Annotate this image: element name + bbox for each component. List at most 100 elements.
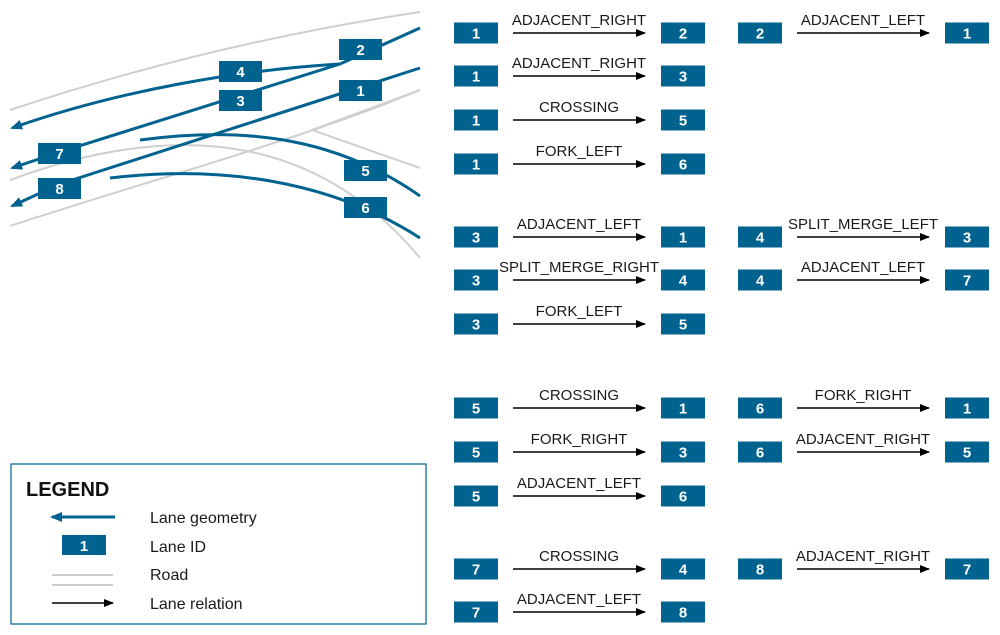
relation-type-label: CROSSING: [539, 99, 619, 116]
svg-text:4: 4: [236, 64, 245, 81]
svg-text:1: 1: [356, 83, 364, 100]
relation-type-label: CROSSING: [539, 548, 619, 565]
relation-type-label: FORK_RIGHT: [531, 431, 628, 448]
relation-from-lane-box: [454, 441, 498, 463]
relation-to-lane-id: 1: [963, 401, 971, 418]
relation-from-lane-box: [738, 558, 782, 580]
relation-row: 4 SPLIT_MERGE_LEFT 3: [738, 216, 989, 248]
relation-type-label: ADJACENT_LEFT: [801, 12, 925, 29]
relation-type-label: ADJACENT_RIGHT: [512, 55, 646, 72]
relation-row: 3 FORK_LEFT 5: [454, 303, 705, 335]
relation-from-lane-id: 7: [472, 605, 480, 622]
legend: LEGEND Lane geometry 1 Lane ID Road Lane…: [10, 463, 427, 625]
relation-from-lane-id: 5: [472, 445, 480, 462]
relation-to-lane-box: [661, 397, 705, 419]
relation-row: 3 ADJACENT_LEFT 1: [454, 216, 705, 248]
relation-to-lane-box: [661, 109, 705, 131]
relation-from-lane-box: [738, 226, 782, 248]
relation-to-lane-box: [661, 153, 705, 175]
relation-to-lane-id: 3: [679, 69, 687, 86]
map-lane-label-6: 6: [344, 197, 387, 218]
relation-type-label: ADJACENT_LEFT: [517, 591, 641, 608]
relation-to-lane-box: [661, 485, 705, 507]
relation-from-lane-box: [738, 22, 782, 44]
relation-to-lane-box: [945, 226, 989, 248]
relation-type-label: FORK_LEFT: [536, 143, 623, 160]
svg-text:7: 7: [55, 146, 63, 163]
relation-to-lane-box: [945, 441, 989, 463]
map-lane-label-4: 4: [219, 61, 262, 82]
svg-text:3: 3: [236, 93, 244, 110]
svg-text:6: 6: [361, 200, 369, 217]
relation-from-lane-box: [738, 397, 782, 419]
relation-from-lane-id: 3: [472, 317, 480, 334]
relation-row: 4 ADJACENT_LEFT 7: [738, 259, 989, 291]
relation-to-lane-id: 1: [679, 230, 687, 247]
road-edge-top: [9, 11, 421, 111]
lane-geometry-3: [59, 62, 341, 154]
relation-from-lane-id: 1: [472, 157, 480, 174]
legend-lane-id-icon: [62, 535, 106, 555]
relation-to-lane-box: [661, 22, 705, 44]
relation-to-lane-box: [945, 397, 989, 419]
map-lane-label-3: 3: [219, 90, 262, 111]
relation-from-lane-box: [454, 109, 498, 131]
relation-from-lane-id: 5: [472, 489, 480, 506]
map-lane-label-8: 8: [38, 178, 81, 199]
relation-row: 1 FORK_LEFT 6: [454, 143, 705, 175]
relation-to-lane-box: [945, 558, 989, 580]
relation-from-lane-box: [738, 269, 782, 291]
relation-from-lane-id: 1: [472, 26, 480, 43]
relation-from-lane-id: 8: [756, 562, 764, 579]
relation-to-lane-id: 2: [679, 26, 687, 43]
relation-from-lane-box: [454, 558, 498, 580]
relation-from-lane-id: 2: [756, 26, 764, 43]
relation-to-lane-box: [661, 313, 705, 335]
relation-from-lane-box: [454, 65, 498, 87]
relation-to-lane-id: 5: [679, 317, 687, 334]
relation-row: 7 ADJACENT_LEFT 8: [454, 591, 705, 623]
relation-from-lane-id: 5: [472, 401, 480, 418]
relation-from-lane-box: [454, 601, 498, 623]
legend-lane-geometry-label: Lane geometry: [150, 510, 257, 527]
relation-to-lane-box: [661, 558, 705, 580]
relation-type-label: ADJACENT_RIGHT: [796, 548, 930, 565]
relation-row: 6 ADJACENT_RIGHT 5: [738, 431, 989, 463]
relation-from-lane-box: [454, 485, 498, 507]
lane-geometry-4: [10, 62, 341, 130]
road-gore: [309, 89, 421, 169]
legend-lane-relation-label: Lane relation: [150, 596, 243, 613]
lane-relations: 1 ADJACENT_RIGHT 2 2 ADJACENT_LEFT 1 1 ADJACENT…: [454, 12, 989, 623]
relation-to-lane-box: [661, 226, 705, 248]
relation-row: 6 FORK_RIGHT 1: [738, 387, 989, 419]
relation-to-lane-id: 7: [963, 273, 971, 290]
relation-from-lane-id: 3: [472, 273, 480, 290]
relation-row: 5 FORK_RIGHT 3: [454, 431, 705, 463]
relation-to-lane-id: 5: [963, 445, 971, 462]
relation-type-label: ADJACENT_RIGHT: [796, 431, 930, 448]
relation-from-lane-id: 4: [756, 273, 765, 290]
relation-type-label: CROSSING: [539, 387, 619, 404]
relation-from-lane-id: 3: [472, 230, 480, 247]
map-lane-label-2: 2: [339, 39, 382, 60]
lane-geometry-5: [139, 133, 421, 198]
relation-type-label: FORK_RIGHT: [815, 387, 912, 404]
relation-to-lane-id: 6: [679, 489, 687, 506]
relation-type-label: ADJACENT_LEFT: [517, 475, 641, 492]
relation-type-label: ADJACENT_RIGHT: [512, 12, 646, 29]
relation-to-lane-box: [661, 601, 705, 623]
relation-from-lane-id: 6: [756, 445, 764, 462]
relation-to-lane-id: 5: [679, 113, 687, 130]
relation-row: 1 CROSSING 5: [454, 99, 705, 131]
relation-to-lane-box: [661, 269, 705, 291]
relation-to-lane-box: [661, 441, 705, 463]
legend-title: LEGEND: [26, 479, 109, 501]
relation-from-lane-id: 6: [756, 401, 764, 418]
relation-from-lane-box: [454, 153, 498, 175]
relation-from-lane-id: 1: [472, 113, 480, 130]
relation-to-lane-id: 4: [679, 273, 688, 290]
relation-row: 3 SPLIT_MERGE_RIGHT 4: [454, 259, 705, 291]
relation-to-lane-id: 3: [679, 445, 687, 462]
relation-from-lane-id: 4: [756, 230, 765, 247]
